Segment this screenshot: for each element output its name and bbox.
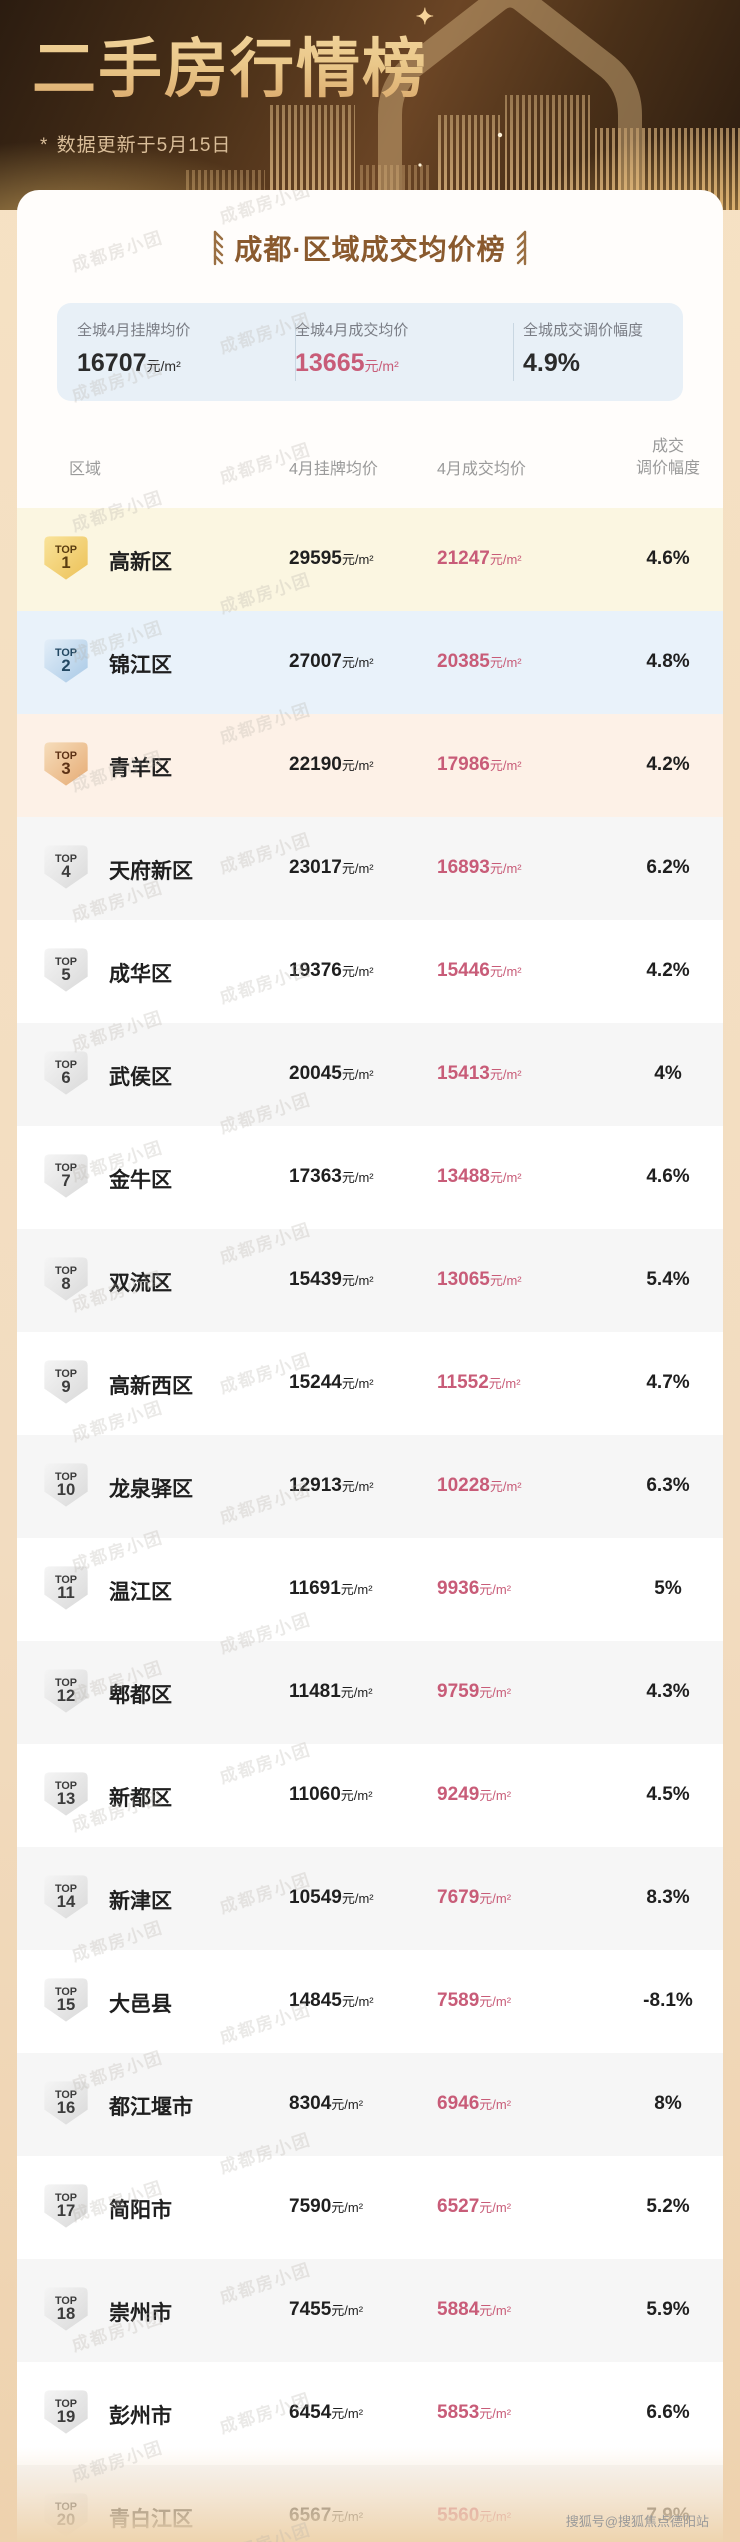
svg-text:8: 8: [61, 1274, 70, 1293]
svg-text:6: 6: [61, 1068, 70, 1087]
svg-text:10: 10: [57, 1480, 76, 1499]
svg-text:12: 12: [57, 1686, 76, 1705]
svg-text:1: 1: [61, 553, 70, 572]
svg-text:9: 9: [61, 1377, 70, 1396]
svg-text:14: 14: [57, 1892, 76, 1911]
svg-text:5: 5: [61, 965, 70, 984]
svg-text:15: 15: [57, 1995, 76, 2014]
svg-text:2: 2: [61, 656, 70, 675]
svg-text:3: 3: [61, 759, 70, 778]
svg-text:18: 18: [57, 2304, 76, 2323]
svg-text:16: 16: [57, 2098, 76, 2117]
svg-text:11: 11: [57, 1583, 75, 1602]
svg-text:4: 4: [61, 862, 71, 881]
svg-text:17: 17: [57, 2201, 76, 2220]
svg-text:13: 13: [57, 1789, 76, 1808]
svg-text:19: 19: [57, 2407, 76, 2426]
svg-text:7: 7: [61, 1171, 70, 1190]
